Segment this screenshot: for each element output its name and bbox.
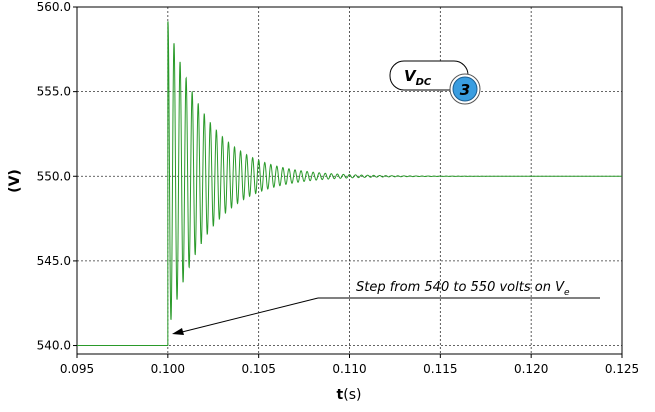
badge-number: 3 bbox=[460, 81, 470, 99]
x-tick-label: 0.110 bbox=[332, 362, 366, 376]
series-layer bbox=[77, 21, 622, 347]
y-tick-label: 540.0 bbox=[37, 339, 71, 353]
x-tick-label: 0.100 bbox=[151, 362, 185, 376]
x-tick-label: 0.120 bbox=[514, 362, 548, 376]
x-tick-label: 0.105 bbox=[241, 362, 275, 376]
y-tick-label: 555.0 bbox=[37, 85, 71, 99]
annotation-text: Step from 540 to 550 volts on Ve bbox=[356, 280, 570, 298]
x-tick-label: 0.125 bbox=[605, 362, 639, 376]
ticks: 0.095 0.100 0.105 0.110 0.115 0.120 0.125 540.0… bbox=[37, 0, 640, 376]
vdc-label-bubble: VDC 3 bbox=[389, 60, 481, 105]
badge-circle bbox=[452, 76, 478, 102]
arrow-head-icon bbox=[172, 328, 184, 335]
x-tick-label: 0.095 bbox=[60, 362, 94, 376]
grid bbox=[77, 7, 622, 354]
bubble-label: VDC bbox=[404, 67, 432, 88]
x-tick-label: 0.115 bbox=[423, 362, 457, 376]
y-tick-label: 550.0 bbox=[37, 169, 71, 183]
y-tick-label: 560.0 bbox=[37, 0, 71, 14]
annotation-arrow bbox=[177, 297, 319, 334]
y-tick-label: 545.0 bbox=[37, 254, 71, 268]
x-axis-label: t(s) bbox=[337, 387, 362, 403]
series-line-vdc bbox=[77, 21, 622, 347]
step-annotation: Step from 540 to 550 volts on Ve bbox=[172, 280, 600, 335]
y-axis-label: (V) bbox=[7, 169, 23, 193]
